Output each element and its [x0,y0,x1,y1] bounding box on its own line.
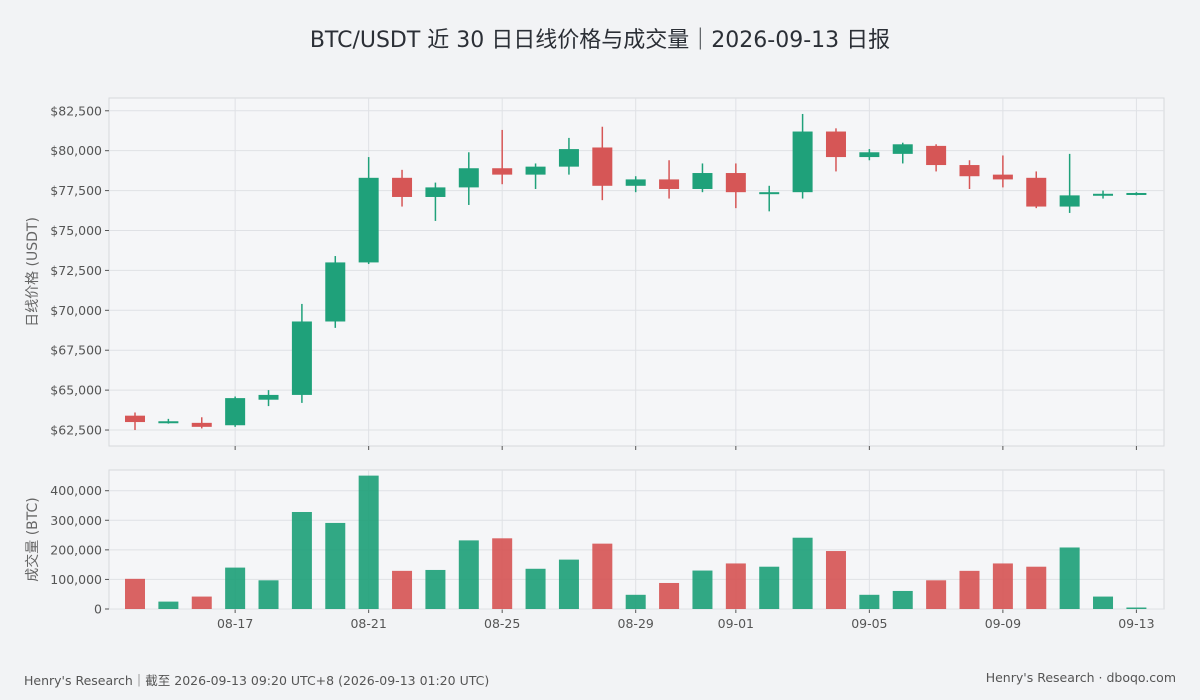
candle-body [825,131,846,158]
volume-bar [558,559,579,609]
volume-y-tick-label: 400,000 [50,483,102,498]
x-tick-label: 08-21 [350,616,386,631]
candle-body [625,179,646,186]
candle-body [659,179,680,189]
volume-bar [291,511,312,609]
price-y-tick-label: $75,000 [50,223,102,238]
volume-panel [108,469,1165,610]
volume-bar [792,537,813,609]
price-y-tick-label: $67,500 [50,343,102,358]
volume-bar [358,475,379,609]
volume-bar [458,540,479,609]
volume-y-tick-label: 300,000 [50,513,102,528]
footer-left: Henry's Research｜截至 2026-09-13 09:20 UTC… [24,673,490,688]
candle-body [492,168,513,175]
volume-bar [492,538,513,609]
x-tick-label: 08-25 [484,616,520,631]
volume-axis-label: 成交量 (BTC) [24,497,41,582]
volume-bar [1126,607,1147,609]
volume-y-tick-label: 200,000 [50,542,102,557]
volume-bar [725,563,746,609]
volume-bar [525,568,546,609]
volume-bar [892,590,913,609]
candle-body [1026,177,1047,207]
volume-bar [659,582,680,609]
footer-right: Henry's Research · dboqo.com [985,670,1176,685]
candle-body [592,147,613,186]
price-y-tick-label: $82,500 [50,103,102,118]
candle-body [1093,193,1114,196]
candle-body [458,168,479,188]
volume-bar [225,567,246,609]
candle-body [859,152,880,158]
volume-bar [625,594,646,609]
candle-body [959,165,980,177]
x-tick-label: 09-01 [718,616,754,631]
candle-body [1126,192,1147,195]
volume-bar [825,551,846,609]
volume-bar [692,570,713,609]
volume-bar [926,580,947,609]
price-y-tick-label: $70,000 [50,303,102,318]
x-tick-label: 09-09 [985,616,1021,631]
candle-body [759,192,780,195]
volume-bar [325,522,346,609]
volume-y-tick-label: 100,000 [50,572,102,587]
candle-body [325,262,346,322]
candle-body [892,144,913,154]
volume-bar [191,596,212,609]
candle-body [158,421,179,424]
candle-body [125,415,145,423]
volume-bar [859,594,880,609]
volume-bar [125,578,145,609]
x-tick-label: 09-13 [1118,616,1154,631]
candle-body [425,187,446,197]
price-y-tick-label: $80,000 [50,143,102,158]
candle-body [692,173,713,189]
volume-bar [392,570,413,609]
volume-bar [1059,547,1080,609]
x-tick-label: 09-05 [851,616,887,631]
candle-body [992,174,1013,180]
volume-bar [592,543,613,609]
chart-title: BTC/USDT 近 30 日日线价格与成交量｜2026-09-13 日报 [309,28,891,53]
volume-y-tick-label: 0 [94,602,102,617]
candle-body [525,166,546,175]
candle-body [225,398,246,426]
price-y-tick-label: $77,500 [50,183,102,198]
price-y-tick-label: $65,000 [50,383,102,398]
candle-body [358,177,379,263]
candle-body [926,145,947,166]
volume-bar [759,566,780,609]
volume-bar [425,569,446,609]
x-tick-label: 08-29 [618,616,654,631]
volume-bar [158,601,179,609]
candle-body [1059,195,1080,207]
price-y-tick-label: $62,500 [50,423,102,438]
volume-bar [1093,596,1114,609]
volume-bar [959,570,980,609]
candle-body [392,177,413,197]
x-tick-label: 08-17 [217,616,253,631]
volume-bar [258,580,279,609]
volume-bar [992,563,1013,609]
candle-body [558,149,579,167]
price-panel [108,97,1165,447]
volume-bar [1026,566,1047,609]
candle-body [792,131,813,193]
candle-body [291,321,312,395]
candle-body [725,173,746,193]
candle-body [191,422,212,427]
candle-body [258,394,279,400]
price-axis-label: 日线价格 (USDT) [25,217,41,327]
price-y-tick-label: $72,500 [50,263,102,278]
